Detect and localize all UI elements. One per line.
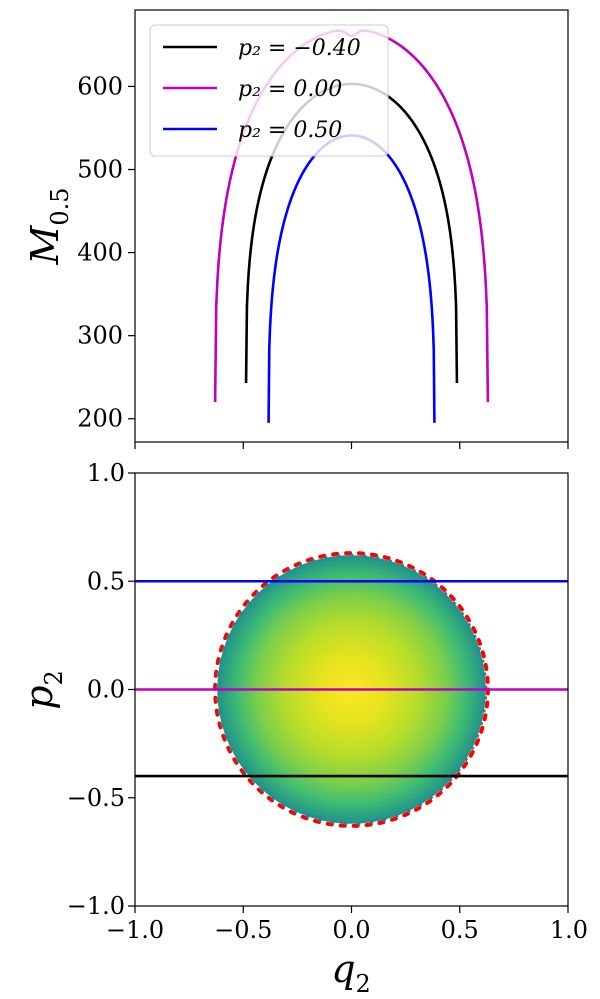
bottom-xtick-label-0: −1.0 [106,916,164,944]
bottom-x-axis-label: q2 [331,947,371,998]
bottom-ytick-label-1: −0.5 [67,784,125,812]
bottom-content-group [135,551,568,828]
top-ytick-label-2: 400 [77,239,123,267]
top-ytick-label-3: 500 [77,156,123,184]
bottom-panel: −1.0 −0.5 0.0 0.5 1.0 −1.0 −0.5 0.0 0.5 1.0 p2 q2 [17,459,588,998]
legend-label-1: p₂ = 0.00 [238,77,342,102]
top-ytick-label-1: 300 [77,322,123,350]
bottom-ticks-group: −1.0 −0.5 0.0 0.5 1.0 −1.0 −0.5 0.0 0.5 1.0 [67,459,588,944]
bottom-xtick-label-1: −0.5 [214,916,272,944]
bottom-xtick-label-2: 0.0 [332,916,370,944]
top-ytick-label-4: 600 [77,72,123,100]
bottom-ytick-label-4: 1.0 [87,459,125,487]
top-ytick-label-0: 200 [77,405,123,433]
bottom-xtick-label-4: 1.0 [550,916,588,944]
top-ticks-group: 200 300 400 500 600 [77,72,569,449]
series-line-2 [267,134,436,423]
legend-label-0: p₂ = −0.40 [238,36,361,61]
legend-items: p₂ = −0.40 p₂ = 0.00 p₂ = 0.50 [163,36,361,143]
bottom-ytick-label-0: −1.0 [67,892,125,920]
top-panel: 200 300 400 500 600 M0.5 p₂ = −0.40 p₂ = 0.00… [23,9,569,449]
top-y-axis-label: M0.5 [23,187,74,265]
legend-label-2: p₂ = 0.50 [238,118,342,143]
bottom-xtick-label-3: 0.5 [441,916,479,944]
bottom-ytick-label-2: 0.0 [87,676,125,704]
bottom-y-axis-label: p2 [17,670,68,710]
legend: p₂ = −0.40 p₂ = 0.00 p₂ = 0.50 [149,24,389,157]
bottom-ytick-label-3: 0.5 [87,567,125,595]
disk-edge-dashes [215,553,488,826]
legend-box [149,24,389,157]
